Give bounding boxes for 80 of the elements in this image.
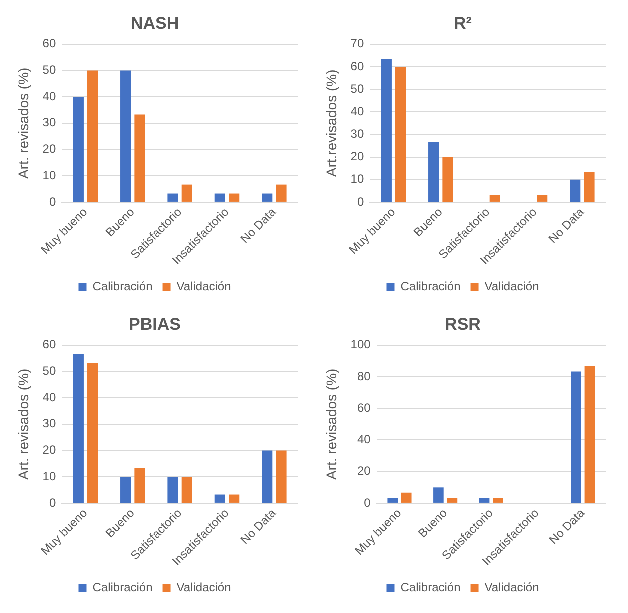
legend-label: Calibración — [400, 580, 461, 594]
y-tick-label: 0 — [49, 496, 56, 510]
bar — [262, 450, 273, 503]
bar — [229, 494, 240, 503]
bar — [134, 114, 146, 202]
bar — [73, 354, 84, 503]
y-tick-label: 60 — [357, 400, 372, 415]
bar — [584, 172, 595, 202]
bar — [388, 498, 398, 503]
bar — [120, 70, 132, 202]
bar — [442, 157, 454, 202]
y-tick-label: 20 — [42, 443, 56, 458]
bar — [214, 194, 226, 202]
bar — [182, 184, 192, 202]
bar — [276, 450, 287, 503]
bar — [276, 184, 287, 202]
bar — [262, 194, 273, 202]
legend-label: Validación — [484, 279, 540, 294]
bar — [168, 477, 178, 503]
y-tick-label: 20 — [350, 150, 364, 164]
y-axis-title: Art. revisados (%) — [15, 368, 32, 480]
bar — [490, 195, 500, 202]
y-tick-label: 0 — [364, 496, 372, 510]
bar — [396, 66, 406, 202]
chart-title: RSR — [445, 314, 481, 334]
bar — [120, 477, 132, 503]
legend-label: Validación — [176, 279, 232, 294]
legend-label: Calibración — [92, 279, 153, 294]
chart-title: NASH — [130, 14, 180, 33]
bar — [571, 372, 582, 503]
y-tick-label: 20 — [42, 142, 56, 156]
y-tick-label: 20 — [357, 464, 372, 478]
bar — [229, 194, 240, 202]
bar — [447, 498, 458, 503]
legend-label: Validación — [484, 580, 540, 594]
bar — [88, 70, 98, 202]
y-tick-label: 50 — [350, 82, 364, 96]
bar — [73, 97, 84, 202]
bar — [88, 363, 98, 503]
chart-title: PBIAS — [129, 314, 181, 334]
bar — [584, 366, 596, 503]
y-tick-label: 40 — [350, 104, 364, 118]
y-axis-title: Art. revisados (%) — [15, 68, 32, 180]
y-tick-label: 60 — [350, 59, 364, 74]
y-tick-label: 40 — [42, 89, 56, 104]
y-tick-label: 0 — [49, 194, 56, 209]
y-tick-label: 100 — [350, 338, 372, 352]
y-tick-label: 60 — [42, 36, 56, 51]
bar — [434, 488, 444, 503]
y-tick-label: 40 — [357, 432, 372, 447]
y-tick-label: 30 — [350, 127, 364, 142]
legend-label: Calibración — [400, 279, 461, 294]
legend-label: Calibración — [92, 580, 153, 594]
bar — [401, 492, 412, 503]
bar — [168, 194, 178, 202]
y-axis-title: Art. revisados (%) — [323, 368, 340, 480]
bar — [537, 195, 548, 202]
y-tick-label: 70 — [350, 36, 364, 51]
y-tick-label: 30 — [42, 116, 56, 130]
y-tick-label: 10 — [42, 168, 56, 182]
y-tick-label: 50 — [42, 63, 56, 78]
bar — [479, 498, 490, 503]
bar — [570, 180, 581, 202]
bar — [428, 142, 440, 202]
y-tick-label: 0 — [357, 194, 364, 209]
y-tick-label: 30 — [42, 416, 56, 431]
bar — [134, 468, 146, 503]
y-tick-label: 80 — [357, 369, 372, 384]
bar — [182, 477, 192, 503]
y-axis-title: Art.revisados (%) — [323, 70, 340, 178]
chart-title: R² — [454, 14, 472, 33]
y-tick-label: 10 — [42, 469, 56, 484]
y-tick-label: 50 — [42, 364, 56, 378]
legend-label: Validación — [176, 580, 232, 594]
bar — [214, 494, 226, 503]
bar — [381, 60, 392, 202]
y-tick-label: 40 — [42, 390, 56, 404]
bar — [493, 498, 504, 503]
y-tick-label: 60 — [42, 338, 56, 352]
y-tick-label: 10 — [350, 172, 364, 186]
